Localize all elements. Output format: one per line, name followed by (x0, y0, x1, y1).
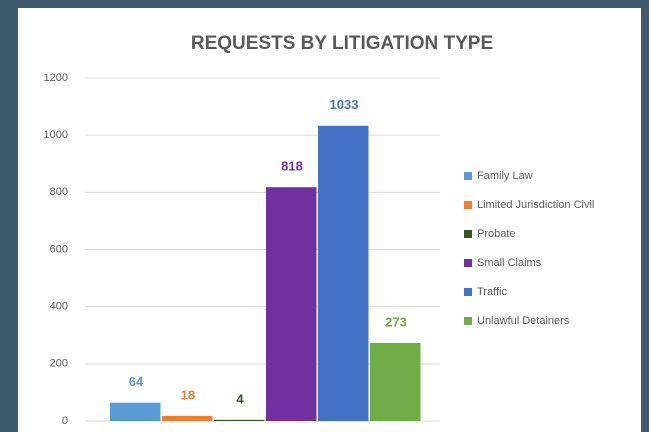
legend-label: Family Law (477, 170, 533, 182)
y-tick-label: 200 (50, 358, 68, 370)
bar (266, 187, 317, 421)
data-label: 64 (129, 374, 144, 389)
data-label: 18 (181, 387, 195, 402)
data-label: 1033 (330, 97, 359, 112)
y-tick-label: 1000 (44, 129, 68, 141)
legend-swatch (464, 201, 472, 209)
legend-swatch (464, 259, 472, 267)
legend-swatch (464, 230, 472, 238)
y-tick-label: 1200 (44, 72, 68, 84)
bar (162, 415, 213, 421)
legend-label: Unlawful Detainers (477, 315, 570, 327)
data-label: 4 (236, 391, 244, 406)
bar (370, 342, 421, 421)
bar (110, 402, 161, 421)
legend-label: Small Claims (477, 257, 542, 269)
legend-swatch (464, 288, 472, 296)
legend-swatch (464, 172, 472, 180)
bar (318, 125, 369, 422)
legend-label: Limited Jurisdiction Civil (477, 199, 594, 211)
data-label: 818 (281, 159, 303, 174)
chart-title: REQUESTS BY LITIGATION TYPE (191, 33, 493, 54)
bar (214, 419, 265, 421)
data-label: 273 (385, 314, 407, 329)
y-tick-label: 400 (50, 301, 68, 313)
y-tick-label: 600 (50, 243, 68, 255)
y-tick-label: 0 (62, 415, 68, 427)
y-tick-label: 800 (50, 186, 68, 198)
legend-label: Traffic (477, 286, 507, 298)
legend-swatch (464, 317, 472, 325)
legend-label: Probate (477, 228, 516, 240)
